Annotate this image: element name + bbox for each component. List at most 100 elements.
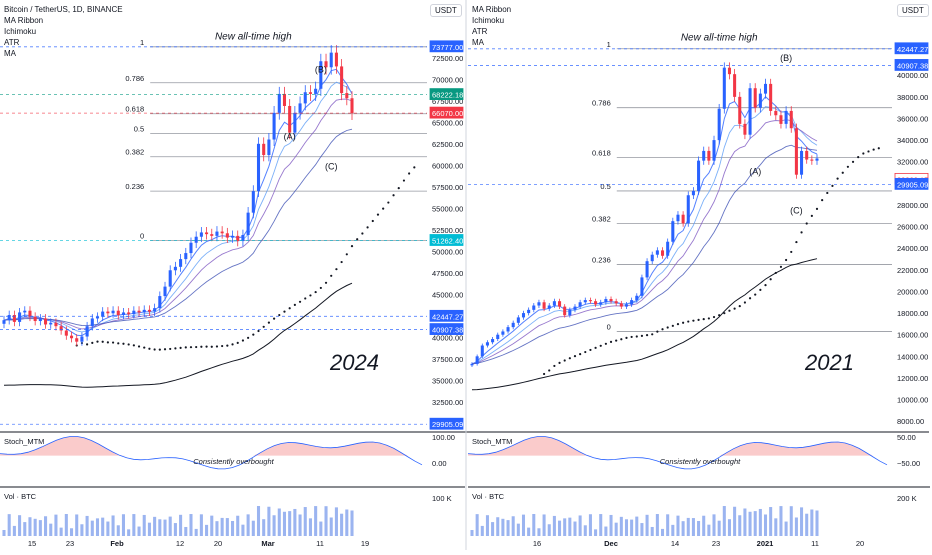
- left-volume-bar: [38, 520, 42, 536]
- right-ichimoku-dot: [584, 350, 587, 354]
- left-volume-label: Vol · BTC: [4, 492, 37, 501]
- right-candle: [691, 190, 695, 196]
- right-price-tick-3: 14000.00: [897, 352, 928, 361]
- right-candle: [697, 160, 701, 191]
- left-volume-bar: [23, 522, 27, 536]
- left-candle: [319, 61, 323, 89]
- left-candle: [173, 266, 177, 271]
- left-volume-bar: [215, 521, 219, 536]
- right-ichimoku-dot: [687, 320, 690, 323]
- left-volume-bar: [298, 514, 302, 536]
- left-currency-button[interactable]: USDT: [430, 4, 462, 17]
- right-osc-tick-1: −50.00: [897, 459, 920, 468]
- right-fib-label-5: 0.236: [592, 255, 611, 264]
- right-price-tick-14: 36000.00: [897, 114, 928, 123]
- left-volume-bar: [220, 517, 224, 536]
- left-candle: [225, 233, 229, 238]
- right-candle: [485, 342, 489, 346]
- right-ma-ribbon-3: [471, 144, 818, 365]
- left-ichimoku-dot: [169, 347, 172, 351]
- right-volume-bar: [717, 520, 721, 536]
- left-volume-bar: [210, 515, 214, 536]
- right-ichimoku-dot: [542, 372, 546, 376]
- left-annotation-c: (C): [325, 162, 338, 172]
- left-ichimoku-dot: [91, 341, 94, 344]
- left-ichimoku-dot: [221, 344, 224, 348]
- right-ichimoku-dot: [589, 348, 592, 352]
- right-ma-ribbon-2: [471, 119, 818, 365]
- left-ichimoku-dot: [189, 346, 193, 349]
- right-volume-bar: [501, 518, 505, 536]
- left-indicator-atr[interactable]: ATR: [4, 38, 20, 47]
- right-indicator-ichimoku[interactable]: Ichimoku: [472, 16, 505, 25]
- right-ichimoku-dot: [682, 321, 685, 324]
- right-ichimoku-dot: [790, 250, 793, 254]
- left-candle: [69, 335, 74, 339]
- left-ichimoku-dot: [236, 341, 239, 344]
- left-fib-label-0: 1: [140, 38, 144, 47]
- right-candle: [666, 241, 670, 256]
- left-volume-bar: [314, 506, 318, 536]
- left-volume-bar: [69, 528, 74, 536]
- left-volume-bar: [80, 524, 84, 536]
- right-candle: [532, 305, 536, 310]
- left-ichimoku-dot: [179, 346, 182, 350]
- right-candle: [671, 221, 675, 242]
- left-ichimoku-dot: [366, 226, 369, 229]
- right-indicator-ma-ribbon[interactable]: MA Ribbon: [472, 5, 512, 14]
- right-price-badge-3: [894, 177, 929, 190]
- left-volume-bar: [173, 523, 177, 536]
- left-volume-bar: [2, 530, 6, 536]
- right-volume-bar: [604, 526, 608, 536]
- left-candle: [314, 88, 318, 94]
- left-volume-bar: [116, 525, 120, 536]
- left-volume-bar: [64, 514, 68, 536]
- right-volume-bar: [609, 514, 613, 536]
- right-ichimoku-dot: [728, 309, 731, 312]
- right-x-tick-1: Dec: [604, 539, 618, 548]
- left-volume-bar: [18, 515, 22, 536]
- right-ichimoku-dot: [795, 240, 798, 244]
- left-indicator-ma-ribbon[interactable]: MA Ribbon: [4, 16, 44, 25]
- right-candle: [537, 302, 541, 306]
- right-volume-bar: [763, 514, 768, 536]
- left-ichimoku-dot: [163, 348, 167, 351]
- left-ichimoku-dot: [350, 245, 354, 248]
- left-ichimoku-dot: [304, 297, 307, 300]
- left-candle: [272, 112, 276, 140]
- right-ichimoku-dot: [733, 307, 736, 310]
- right-volume-bar: [769, 507, 773, 536]
- right-ichimoku-dot: [815, 207, 819, 210]
- left-year-label: 2024: [329, 350, 379, 375]
- left-indicator-ichimoku[interactable]: Ichimoku: [4, 27, 37, 36]
- right-candle: [552, 301, 556, 306]
- left-candle: [142, 309, 146, 313]
- left-price-badge-label-2: 66070.00: [432, 109, 463, 118]
- left-price-badge-1: [429, 88, 464, 101]
- left-volume-bar: [59, 527, 63, 536]
- left-candle: [44, 318, 48, 325]
- right-annotation-c: (C): [790, 206, 803, 216]
- right-volume-bar: [676, 515, 680, 536]
- left-x-tick-3: 12: [176, 539, 184, 548]
- left-price-badge-label-0: 73777.00: [432, 43, 463, 52]
- right-candle: [588, 300, 592, 302]
- right-indicator-ma[interactable]: MA: [472, 38, 484, 47]
- right-indicator-atr[interactable]: ATR: [472, 27, 488, 36]
- left-volume-bar: [251, 520, 255, 536]
- right-ichimoku-dot: [810, 214, 813, 217]
- left-indicator-ma[interactable]: MA: [4, 49, 16, 58]
- left-symbol-title[interactable]: Bitcoin / TetherUS, 1D, BINANCE: [4, 5, 123, 14]
- right-ichimoku-dot: [821, 199, 824, 202]
- right-candle: [573, 306, 577, 310]
- left-ichimoku-dot: [143, 346, 146, 349]
- right-currency-button[interactable]: USDT: [897, 4, 929, 17]
- left-volume-bar: [324, 506, 328, 536]
- left-candle: [199, 232, 203, 237]
- left-ichimoku-dot: [324, 281, 328, 284]
- left-ichimoku-dot: [195, 345, 198, 349]
- left-volume-bar: [205, 524, 209, 536]
- left-volume-bar: [340, 513, 344, 536]
- left-candle: [210, 234, 214, 236]
- left-ma-ribbon-2: [3, 98, 353, 330]
